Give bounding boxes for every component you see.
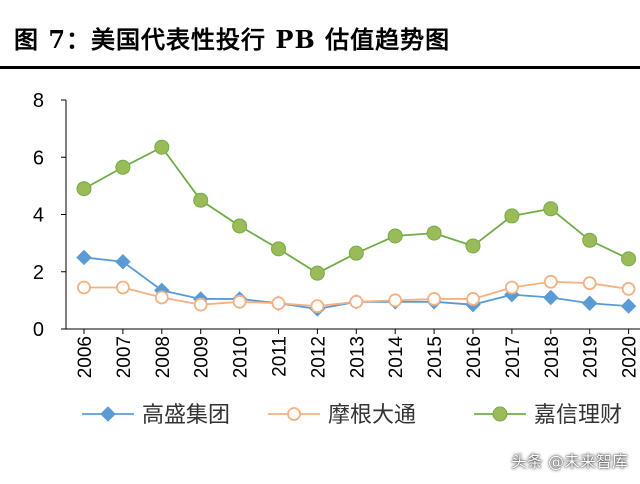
data-point-circle	[310, 299, 325, 314]
y-tick-label: 6	[33, 147, 44, 169]
data-point-circle	[426, 225, 442, 241]
legend: 高盛集团 摩根大通 嘉信理财	[82, 403, 622, 428]
data-point-circle	[621, 251, 637, 267]
data-point-circle	[77, 280, 91, 295]
watermark: 头条 @未来智库	[510, 452, 628, 471]
data-point-circle	[349, 294, 364, 309]
data-point-diamond	[115, 254, 131, 270]
data-point-circle	[543, 274, 558, 289]
data-point-circle	[582, 276, 597, 291]
data-point-circle	[388, 293, 403, 308]
data-point-circle	[504, 280, 519, 295]
legend-item: 摩根大通	[268, 403, 416, 428]
data-point-circle	[492, 406, 508, 422]
data-point-diamond	[543, 289, 559, 306]
x-tick-label: 2011	[270, 336, 291, 377]
series-group	[77, 274, 636, 314]
x-tick-label: 2006	[75, 336, 96, 378]
x-tick-label: 2019	[581, 336, 602, 378]
x-tick-label: 2009	[192, 336, 213, 378]
x-tick-label: 2012	[308, 336, 329, 378]
data-point-circle	[621, 282, 636, 296]
data-point-circle	[582, 232, 598, 248]
data-point-circle	[504, 208, 520, 224]
data-point-circle	[76, 181, 92, 197]
data-point-circle	[115, 159, 131, 175]
series-lines	[76, 139, 637, 317]
data-point-diamond	[100, 406, 116, 422]
data-point-diamond	[76, 249, 92, 266]
series-group	[76, 139, 637, 281]
x-tick-label: 2020	[620, 336, 640, 378]
data-point-circle	[232, 294, 247, 309]
data-point-circle	[232, 218, 248, 234]
data-point-circle	[271, 296, 286, 311]
y-tick-label: 0	[33, 319, 44, 341]
legend-label: 高盛集团	[142, 403, 230, 428]
x-tick-label: 2018	[542, 336, 563, 378]
y-tick-label: 8	[33, 90, 44, 112]
legend-label: 摩根大通	[328, 403, 416, 428]
y-tick-label: 4	[33, 205, 44, 227]
data-point-circle	[287, 407, 301, 421]
legend-item: 嘉信理财	[474, 403, 622, 428]
data-point-circle	[387, 228, 403, 244]
x-tick-label: 2015	[425, 336, 446, 378]
data-point-circle	[154, 290, 169, 305]
data-point-circle	[465, 238, 481, 254]
data-point-circle	[309, 265, 325, 281]
legend-item: 高盛集团	[82, 403, 230, 428]
data-point-circle	[271, 241, 286, 257]
data-point-circle	[154, 139, 170, 155]
data-point-circle	[348, 245, 364, 261]
x-tick-label: 2013	[347, 336, 368, 378]
data-point-circle	[193, 192, 209, 208]
data-point-diamond	[581, 295, 598, 311]
data-point-diamond	[620, 298, 637, 314]
x-tick-label: 2014	[386, 336, 407, 379]
data-point-circle	[427, 292, 442, 306]
data-point-circle	[193, 297, 208, 312]
chart-title: 图 7：美国代表性投行 PB 估值趋势图	[14, 25, 451, 54]
x-tick-label: 2007	[114, 336, 135, 378]
x-tick-label: 2016	[464, 336, 485, 378]
x-tick-label: 2008	[153, 336, 174, 378]
x-tick-label: 2010	[231, 336, 252, 378]
data-point-circle	[116, 280, 130, 295]
legend-label: 嘉信理财	[534, 403, 622, 428]
data-point-circle	[543, 201, 559, 217]
title-divider	[0, 66, 640, 69]
axes: 0 2 4 6 8 2006 2007 2008 2009 2010 2011 2012 2013 201…	[33, 90, 640, 378]
data-point-circle	[466, 292, 480, 306]
x-tick-label: 2017	[503, 336, 524, 378]
y-tick-label: 2	[33, 262, 44, 284]
